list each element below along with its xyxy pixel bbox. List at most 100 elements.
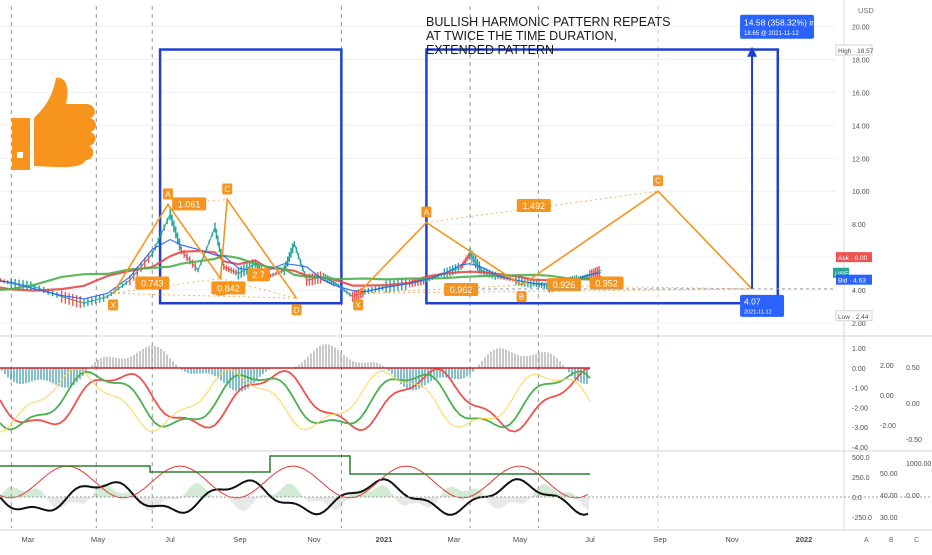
pattern_2-point-label: C — [655, 177, 661, 186]
indicator-1-line — [0, 367, 591, 433]
pattern_1-ratio-line — [113, 292, 297, 299]
pattern_2-ratio-line — [358, 288, 753, 294]
price-tag-last: USED — [833, 267, 853, 278]
indicator-2-mid-tick: 50.00 — [880, 471, 898, 478]
price-tag-box — [836, 274, 872, 285]
annotation-line: AT TWICE THE TIME DURATION, — [426, 29, 617, 43]
pattern_1-point-badge — [291, 304, 302, 316]
price-tick-label: 20.00 — [852, 24, 870, 31]
target-label-text: 14.58 (358.32%) in — [744, 18, 816, 28]
indicator-1-right-tick: 0.00 — [906, 401, 920, 408]
pattern_2-point-x: X — [353, 299, 364, 311]
price-tag-box — [835, 44, 873, 56]
pattern_1-point-a: A — [162, 188, 173, 200]
indicator-1-mid-tick: -2.00 — [880, 423, 896, 430]
indicator-1: 1.00 0.00 -1.00 -2.00 -3.00 -4.00 2.00 0.00 -2.0… — [0, 344, 922, 452]
pattern_2-ratio-badge — [589, 276, 624, 290]
pattern_1-point-x: X — [108, 299, 119, 311]
price-tag-text: Bid · 4.63 — [838, 278, 866, 285]
price-axis: USD2.004.006.008.0010.0012.0014.0016.001… — [833, 6, 874, 328]
indicator-2-tick: -250.0 — [852, 515, 872, 522]
indicator-2-tick: 250.0 — [852, 475, 870, 482]
pattern_1-zigzag — [112, 197, 298, 299]
time-tick-label: Nov — [725, 535, 739, 544]
timeframe-button: B — [889, 537, 894, 544]
pattern_1-point-badge — [222, 183, 233, 195]
price-tick-label: 4.00 — [852, 288, 866, 295]
indicator-1-tick: -4.00 — [852, 445, 868, 452]
indicator-1-mid-tick: 0.00 — [880, 393, 894, 400]
pattern_2-point-label: B — [519, 293, 524, 302]
time-tick-label: 2022 — [796, 535, 813, 544]
pattern_1-ratio: 1.061 — [172, 197, 207, 211]
time-axis: Mar May Jul Sep Nov 2021 Mar May Jul Sep Nov 2022 A B… — [22, 535, 920, 544]
pattern_1-ratio-badge — [172, 197, 207, 211]
time-tick-label: Mar — [448, 535, 461, 544]
pattern_2-point-badge — [653, 175, 664, 187]
time-tick-label: Jul — [165, 535, 175, 544]
price-tag-text: USED — [835, 271, 853, 278]
currency-label: USD — [858, 6, 874, 15]
indicator-1-tick: -3.00 — [852, 425, 868, 432]
annotation-line: BULLISH HARMONIC PATTERN REPEATS — [426, 15, 670, 29]
price-tag-box — [835, 310, 873, 322]
indicator-2-tick: 500.0 — [852, 455, 870, 462]
thumb-dot — [17, 152, 23, 158]
price-tag-ask: Ask · 6.00 — [836, 252, 872, 263]
time-tick-label: Nov — [307, 535, 321, 544]
target-end-text: 4.07 — [744, 296, 761, 306]
pattern_1-point-badge — [108, 299, 119, 311]
price-tag-text: High · 18.57 — [838, 48, 874, 55]
indicator-1-line — [0, 367, 591, 433]
pattern_1-point-label: X — [110, 301, 116, 310]
time-tick-label: Mar — [22, 535, 35, 544]
pattern_2-ratio-value: 0.926 — [553, 280, 576, 290]
pattern_2-ratio-value: 1.492 — [523, 201, 546, 211]
pattern_1-ratio: 0.743 — [135, 276, 170, 290]
time-tick-label: Sep — [233, 535, 246, 544]
price-tag-low: Low · 2.44 — [835, 310, 873, 322]
indicator-2-right-tick: 1000.00 — [906, 461, 931, 468]
thumb-cuff — [12, 118, 30, 170]
pattern_1-point-badge — [162, 188, 173, 200]
pattern_1-point-label: D — [294, 306, 300, 315]
thumb-hand — [34, 77, 96, 168]
pattern_1-ratio-value: 0.743 — [141, 278, 164, 288]
indicator-2-main-line — [0, 478, 589, 516]
indicator-2-green-step — [0, 455, 590, 475]
target-label-box — [740, 14, 815, 39]
pattern_1-point-label: A — [165, 190, 171, 199]
price-tick-label: 18.00 — [852, 57, 870, 64]
indicator-2: 500.0250.00.0-250.050.0040.0030.001000.0… — [0, 455, 932, 522]
pattern_2-point-label: X — [355, 301, 361, 310]
price-tick-label: 10.00 — [852, 189, 870, 196]
time-tick-label: May — [513, 535, 527, 544]
price-tag-bid: Bid · 4.63 — [836, 274, 872, 285]
target-end-sub: 2021-11-12 — [744, 309, 772, 315]
indicator-1-tick: 0.00 — [852, 366, 866, 373]
pattern_1-ratio-line — [220, 278, 297, 299]
pattern_1-ratio-badge — [135, 276, 170, 290]
price-tag-text: Ask · 6.00 — [838, 255, 868, 262]
indicator-1-right-tick: 0.50 — [906, 365, 920, 372]
target-arrow-head — [747, 46, 758, 57]
price-tick-label: 2.00 — [852, 321, 866, 328]
price-tag-box — [836, 252, 872, 263]
pattern_1-ratio-badge — [247, 268, 270, 282]
time-tick-label: 2021 — [376, 535, 393, 544]
pattern_2-ratio: 0.962 — [444, 283, 479, 297]
price-tick-label: 14.00 — [852, 123, 870, 130]
timeframe-button: A — [864, 537, 869, 544]
pattern_1-point-label: C — [224, 185, 230, 194]
pattern_2-point-b: B — [516, 291, 527, 303]
target-label-sub: 18.65 @ 2021-11-12 — [744, 31, 799, 37]
pattern_2-ratio-value: 0.952 — [595, 278, 618, 288]
indicator-1-tick: -1.00 — [852, 386, 868, 393]
pattern_1-ratio: 2.7 — [247, 268, 270, 282]
pattern_1-ratio-line — [113, 278, 221, 294]
pattern_2-zigzag — [357, 190, 753, 294]
time-tick-label: Jul — [585, 535, 595, 544]
price-tag-text: Low · 2.44 — [838, 314, 869, 321]
